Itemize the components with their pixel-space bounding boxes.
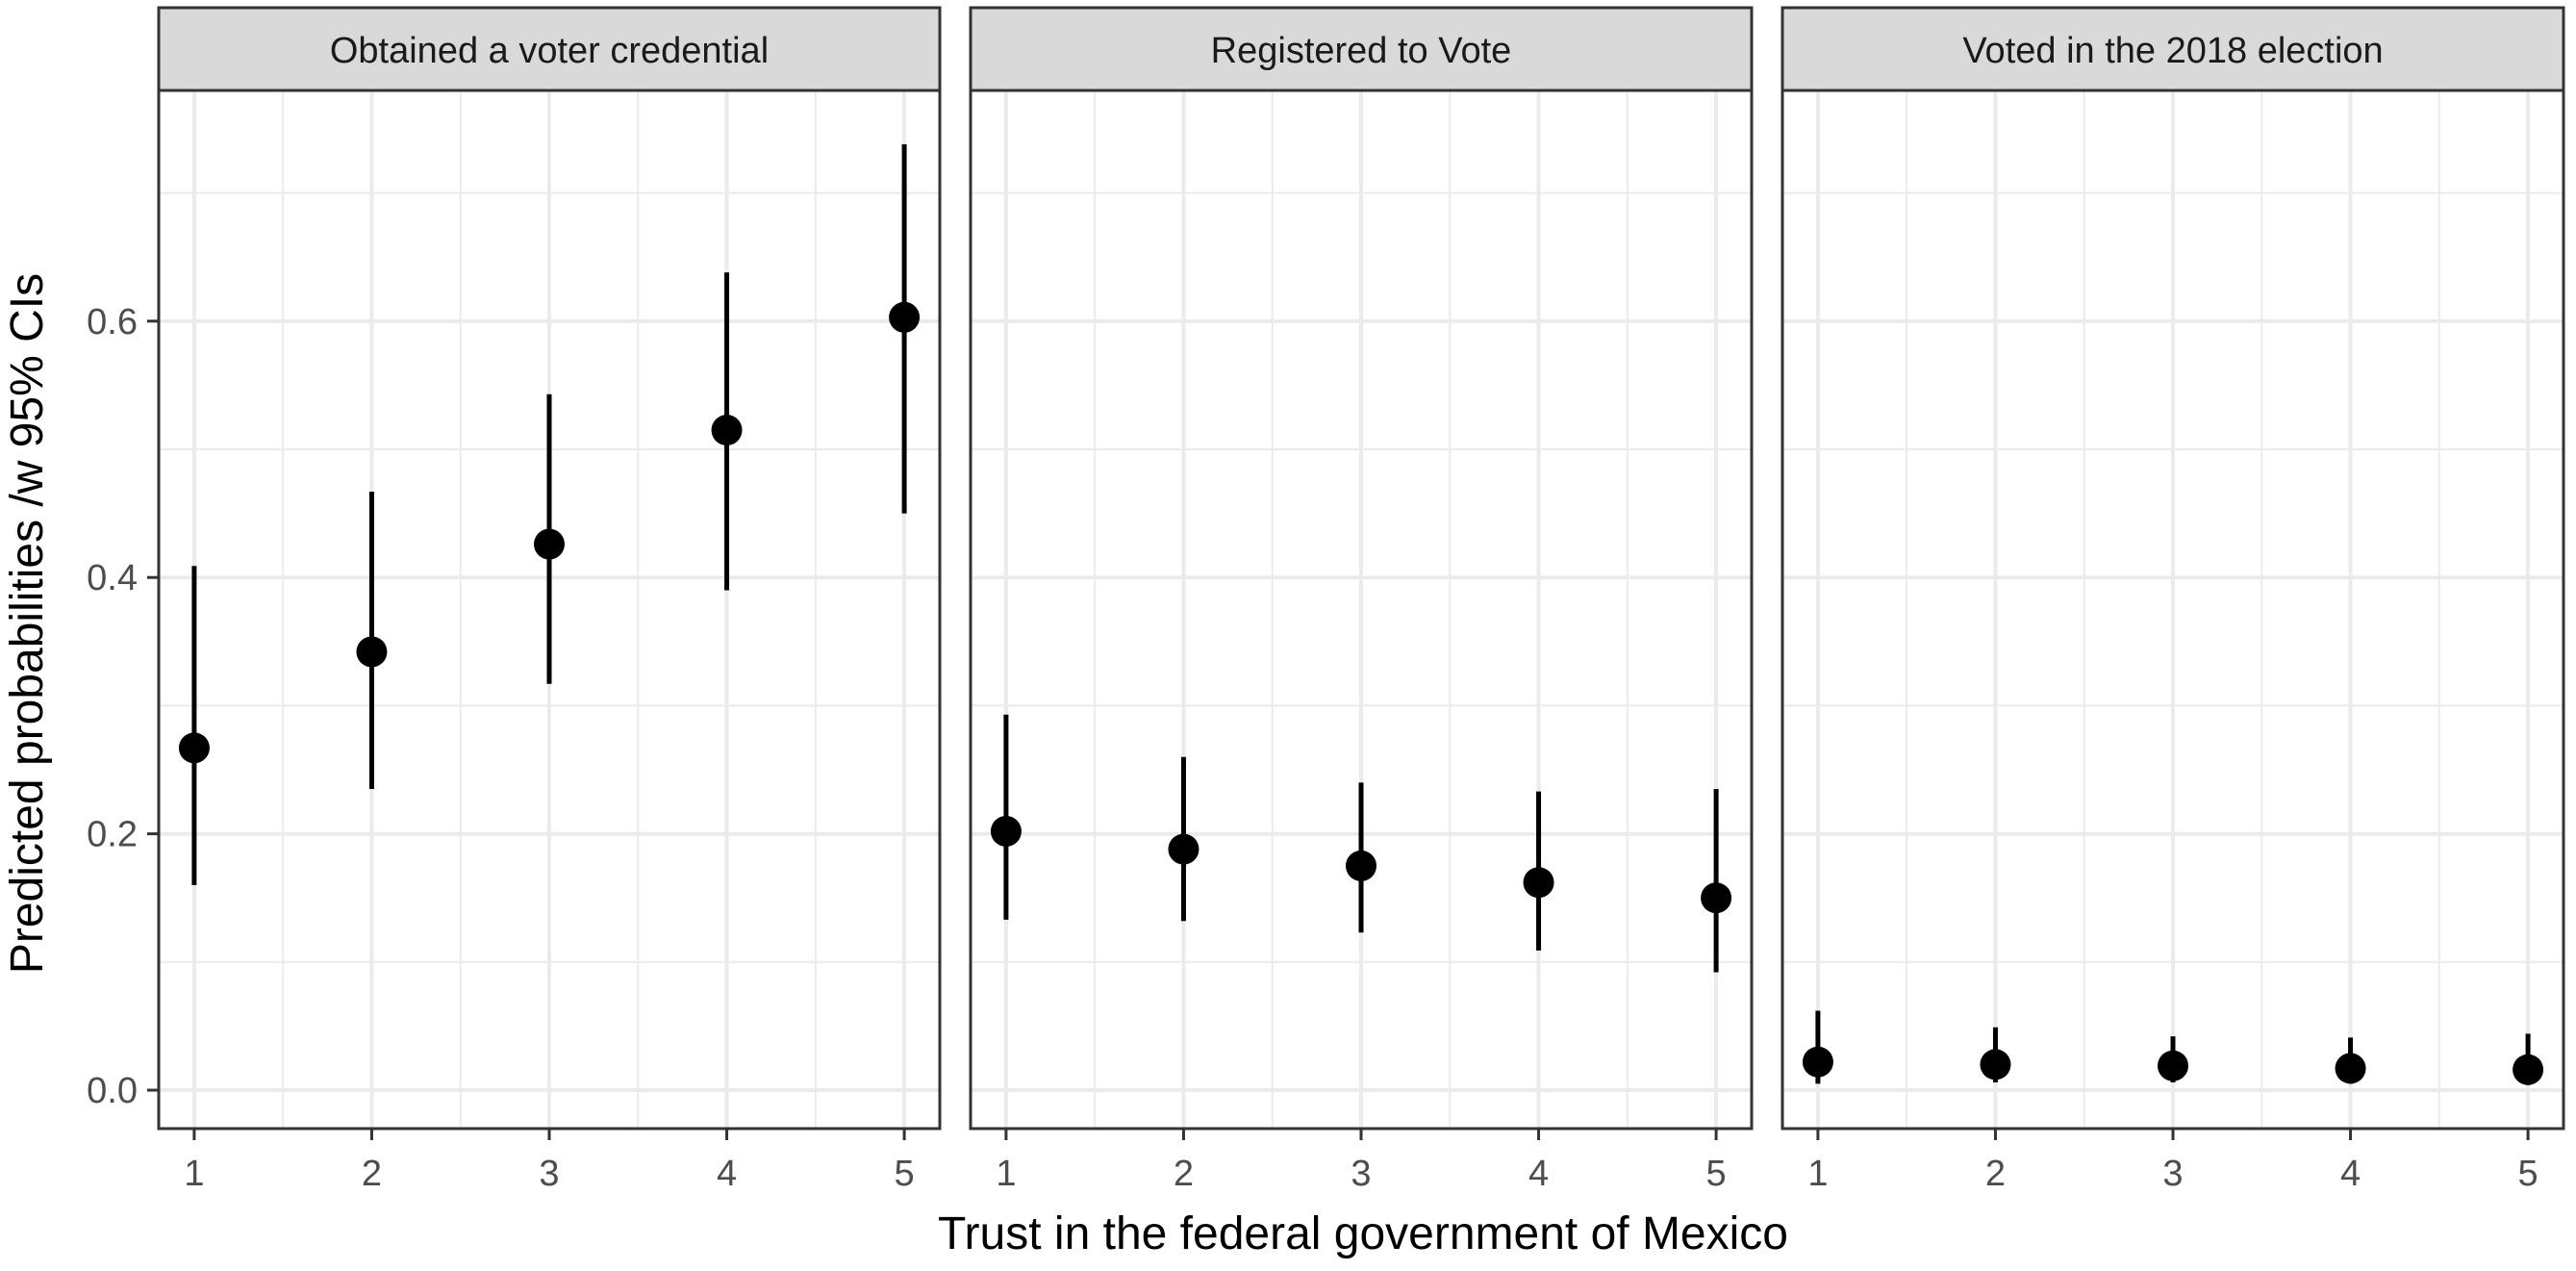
x-axis-title: Trust in the federal government of Mexic… <box>938 1208 1788 1259</box>
estimate-point <box>2513 1054 2544 1085</box>
facet-panel-2: Registered to Vote 1 2 3 4 5 <box>969 6 1754 1194</box>
facet-title: Obtained a voter credential <box>330 31 769 71</box>
x-tick-label: 5 <box>2518 1154 2538 1194</box>
y-axis: 0.0 0.2 0.4 0.6 <box>87 302 159 1111</box>
x-tick-label: 1 <box>184 1154 204 1194</box>
x-tick-label: 2 <box>1985 1154 2006 1194</box>
y-tick-label: 0.0 <box>87 1071 138 1111</box>
x-tick-label: 2 <box>362 1154 382 1194</box>
facet-strip <box>969 6 1754 92</box>
estimate-point <box>2158 1050 2188 1081</box>
estimate-point <box>1168 833 1200 865</box>
estimate-point <box>178 732 210 764</box>
y-tick-label: 0.6 <box>87 302 138 343</box>
x-tick-label: 4 <box>1528 1154 1549 1194</box>
facet-title: Voted in the 2018 election <box>1962 31 2383 71</box>
x-tick-label: 3 <box>1351 1154 1371 1194</box>
y-axis-title: Predicted probabilities /w 95% CIs <box>2 273 53 974</box>
x-tick-label: 1 <box>1807 1154 1828 1194</box>
x-tick-label: 2 <box>1174 1154 1194 1194</box>
estimate-point <box>1701 882 1732 914</box>
estimate-point <box>1523 867 1554 899</box>
facet-panel-1: Obtained a voter credential 1 2 3 4 5 <box>157 6 942 1194</box>
estimate-point <box>1346 850 1376 881</box>
estimate-point <box>1980 1049 2011 1080</box>
x-tick-label: 3 <box>2162 1154 2183 1194</box>
x-tick-label: 5 <box>895 1154 915 1194</box>
facet-title: Registered to Vote <box>1211 31 1512 71</box>
facet-panel-3: Voted in the 2018 election 1 2 3 4 5 <box>1780 6 2565 1194</box>
x-tick-label: 4 <box>2340 1154 2361 1194</box>
estimate-point <box>2335 1053 2366 1084</box>
facet-strip <box>1780 6 2565 92</box>
estimate-point <box>990 815 1022 847</box>
facet-strip <box>157 6 942 92</box>
estimate-point <box>1802 1046 1833 1078</box>
estimate-point <box>534 528 565 560</box>
x-tick-label: 4 <box>717 1154 737 1194</box>
x-tick-label: 3 <box>539 1154 559 1194</box>
y-tick-label: 0.4 <box>87 558 138 598</box>
y-tick-label: 0.2 <box>87 815 138 855</box>
x-tick-label: 5 <box>1706 1154 1727 1194</box>
estimate-point <box>711 415 743 446</box>
estimate-point <box>356 636 388 668</box>
estimate-point <box>889 301 921 333</box>
x-tick-label: 1 <box>996 1154 1016 1194</box>
